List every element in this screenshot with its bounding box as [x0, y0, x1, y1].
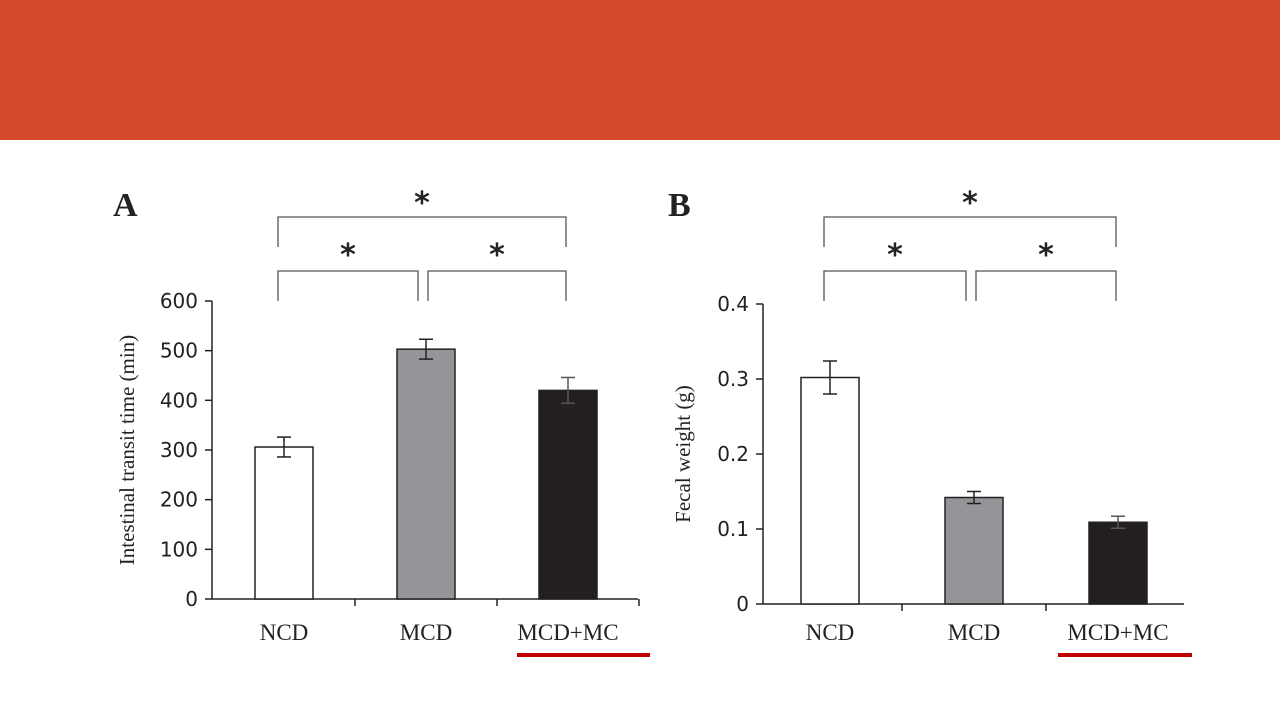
panel-a-significance-bracket — [427, 270, 567, 301]
panel-a-significance-star: * — [489, 238, 505, 273]
panel-b-category-label: NCD — [806, 620, 855, 645]
panel-a-bar-mcd-plus-mc — [538, 389, 598, 600]
panel-a-significance-star: * — [414, 186, 430, 221]
panel-a-category-label: MCD+MC — [517, 620, 618, 645]
panel-b-y-tick-label: 0.1 — [717, 517, 749, 541]
panel-b-significance-star: * — [962, 186, 978, 221]
panel-b-label: B — [668, 187, 691, 224]
panel-a-y-tick-label: 0 — [185, 587, 198, 611]
panel-b-significance-bracket — [823, 270, 967, 301]
panel-a-significance-star: * — [340, 238, 356, 273]
panel-b-significance-bracket — [975, 270, 1117, 301]
panel-a-bar-ncd — [254, 446, 314, 600]
panel-b-significance-bracket — [823, 216, 1117, 247]
panel-b-y-tick-label: 0.4 — [717, 292, 749, 316]
panel-a-category-label: NCD — [260, 620, 309, 645]
header-banner — [0, 0, 1280, 140]
panel-a-y-tick-label: 400 — [160, 388, 198, 412]
panel-b-category-label: MCD+MC — [1067, 620, 1168, 645]
panel-a-y-tick-label: 200 — [160, 488, 198, 512]
panel-a-label: A — [113, 187, 138, 224]
panel-a-y-tick-label: 500 — [160, 339, 198, 363]
panel-b-bar-mcd — [944, 496, 1004, 605]
panel-b-y-axis-label: Fecal weight (g) — [671, 385, 695, 523]
panel-a-y-tick-label: 300 — [160, 438, 198, 462]
panel-a-significance-bracket — [277, 270, 419, 301]
panel-b-significance-star: * — [887, 238, 903, 273]
panel-a-significance-bracket — [277, 216, 567, 247]
panel-b-y-tick-label: 0 — [736, 592, 749, 616]
panel-b-bar-ncd — [800, 376, 860, 605]
panel-a-bar-mcd — [396, 348, 456, 600]
panel-a-y-tick-label: 600 — [160, 289, 198, 313]
panel-b-bar-mcd-plus-mc — [1088, 521, 1148, 605]
panel-b-significance-star: * — [1038, 238, 1054, 273]
panel-b-category-label: MCD — [948, 620, 1000, 645]
panel-b-y-tick-label: 0.3 — [717, 367, 749, 391]
panel-b-y-tick-label: 0.2 — [717, 442, 749, 466]
panel-a-y-tick-label: 100 — [160, 537, 198, 561]
panel-a-y-axis-label: Intestinal transit time (min) — [115, 335, 139, 565]
panel-a-category-label: MCD — [400, 620, 452, 645]
